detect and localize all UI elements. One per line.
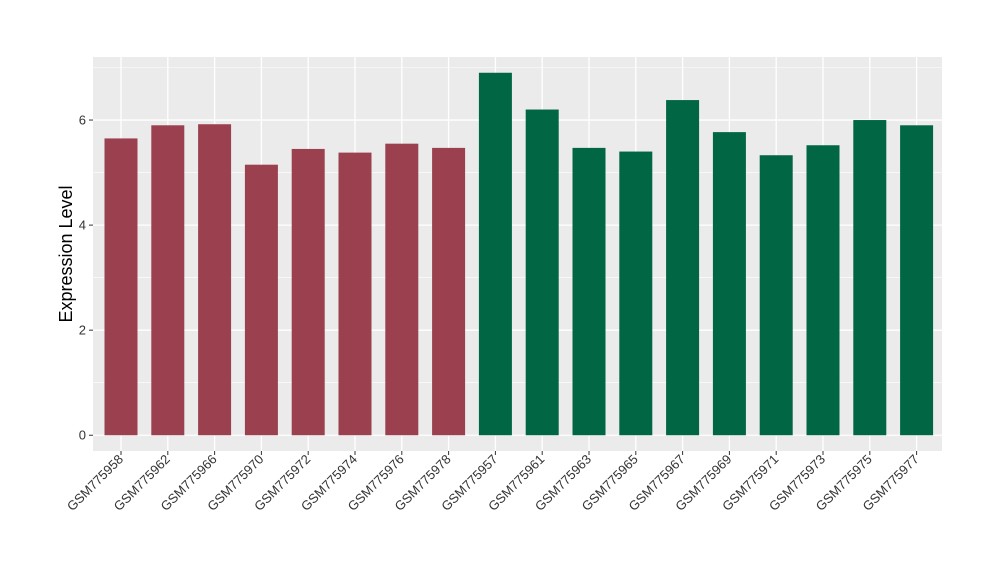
bar-GSM775973	[806, 145, 840, 436]
bar-GSM775966	[198, 124, 232, 436]
y-tick-label: 2	[79, 323, 86, 338]
y-tick-label: 4	[79, 218, 86, 233]
y-axis: 0 2 4 6	[79, 113, 93, 443]
bar-GSM775963	[572, 147, 606, 436]
bar-GSM775962	[151, 125, 185, 436]
bar-GSM775972	[291, 148, 325, 436]
bar-GSM775971	[759, 155, 793, 436]
bar-GSM775978	[432, 147, 466, 436]
bar-GSM775967	[666, 100, 700, 436]
y-tick-label: 6	[79, 113, 86, 128]
plot-panel	[93, 57, 942, 451]
bar-GSM775970	[244, 164, 278, 436]
y-tick-label: 0	[79, 428, 86, 443]
bar-GSM775961	[525, 109, 559, 436]
bar-GSM775969	[712, 132, 746, 436]
y-axis-title: Expression Level	[56, 185, 76, 322]
bar-GSM775975	[853, 120, 887, 436]
bar-GSM775957	[478, 72, 512, 436]
bar-GSM775965	[619, 151, 653, 436]
bar-GSM775958	[104, 138, 138, 436]
x-axis: GSM775958GSM775962GSM775966GSM775970GSM7…	[64, 451, 922, 514]
bars	[104, 72, 934, 436]
bar-GSM775974	[338, 152, 372, 436]
bar-GSM775976	[385, 143, 419, 436]
bar-GSM775977	[900, 125, 934, 436]
